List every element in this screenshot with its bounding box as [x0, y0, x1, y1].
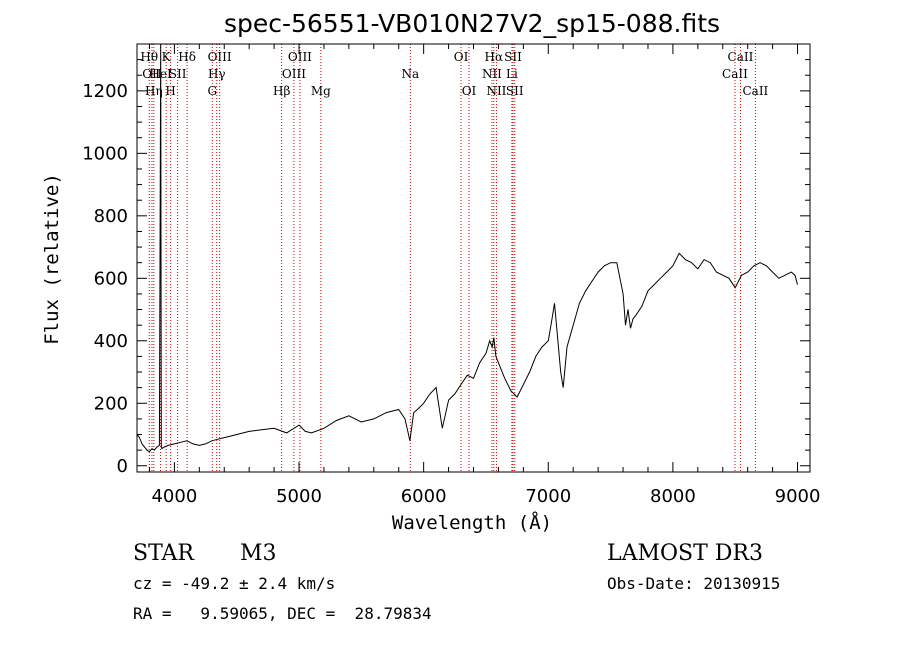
- x-tick-label: 8000: [650, 486, 696, 507]
- x-axis-label: Wavelength (Å): [392, 511, 552, 534]
- line-label: Mg: [311, 84, 331, 98]
- line-label: Li: [506, 67, 518, 81]
- line-label: Hη: [145, 84, 163, 98]
- line-label: SII: [506, 84, 524, 98]
- sky-coordinates: RA = 9.59065, DEC = 28.79834: [133, 604, 432, 623]
- line-label: OII: [142, 67, 162, 81]
- line-label: H: [165, 84, 175, 98]
- line-label: OIII: [282, 67, 306, 81]
- y-tick-label: 800: [94, 206, 128, 227]
- line-label: Na: [401, 67, 419, 81]
- line-label: Hδ: [178, 50, 196, 64]
- line-label: OIII: [288, 50, 312, 64]
- spectrum-line: [136, 43, 798, 453]
- y-axis-ticks: 0 200 400 600 800 1000 1200: [82, 43, 810, 477]
- line-label: Hβ: [273, 84, 290, 98]
- line-label: NII: [482, 67, 502, 81]
- line-label: SII: [504, 50, 522, 64]
- y-tick-label: 600: [94, 268, 128, 289]
- line-label: CaII: [742, 84, 768, 98]
- spectral-line-labels: HθOIIHηHeIKHSIIHδGHγOIIIHβOIIIOIIIMgNaOI…: [140, 50, 768, 98]
- y-tick-label: 0: [117, 456, 128, 477]
- line-label: SII: [169, 67, 187, 81]
- line-label: CaII: [728, 50, 754, 64]
- line-label: OI: [454, 50, 469, 64]
- line-label: OI: [462, 84, 477, 98]
- y-tick-label: 1000: [82, 143, 128, 164]
- y-tick-label: 1200: [82, 81, 128, 102]
- line-label: Hα: [485, 50, 504, 64]
- spectral-line-markers: [148, 44, 756, 472]
- x-tick-label: 4000: [151, 486, 197, 507]
- y-tick-label: 200: [94, 393, 128, 414]
- line-label: Hθ: [140, 50, 158, 64]
- y-tick-label: 400: [94, 331, 128, 352]
- object-subclass: M3: [240, 541, 277, 566]
- line-label: Hγ: [208, 67, 226, 81]
- plot-frame: [136, 43, 811, 473]
- x-tick-label: 9000: [775, 486, 821, 507]
- y-axis-label: Flux (relative): [41, 173, 63, 345]
- chart-title: spec-56551-VB010N27V2_sp15-088.fits: [224, 9, 720, 38]
- redshift-cz: cz = -49.2 ± 2.4 km/s: [133, 574, 335, 593]
- line-label: OIII: [208, 50, 232, 64]
- survey-name: LAMOST DR3: [607, 541, 763, 566]
- line-label: G: [207, 84, 217, 98]
- line-label: K: [162, 50, 172, 64]
- x-tick-label: 7000: [525, 486, 571, 507]
- line-label: NII: [486, 84, 506, 98]
- object-class: STAR: [133, 541, 195, 566]
- x-axis-ticks: 4000 5000 6000 7000 8000 9000: [148, 44, 821, 507]
- line-label: CaII: [722, 67, 748, 81]
- x-tick-label: 5000: [276, 486, 322, 507]
- x-tick-label: 6000: [401, 486, 447, 507]
- observation-date: Obs-Date: 20130915: [607, 574, 780, 593]
